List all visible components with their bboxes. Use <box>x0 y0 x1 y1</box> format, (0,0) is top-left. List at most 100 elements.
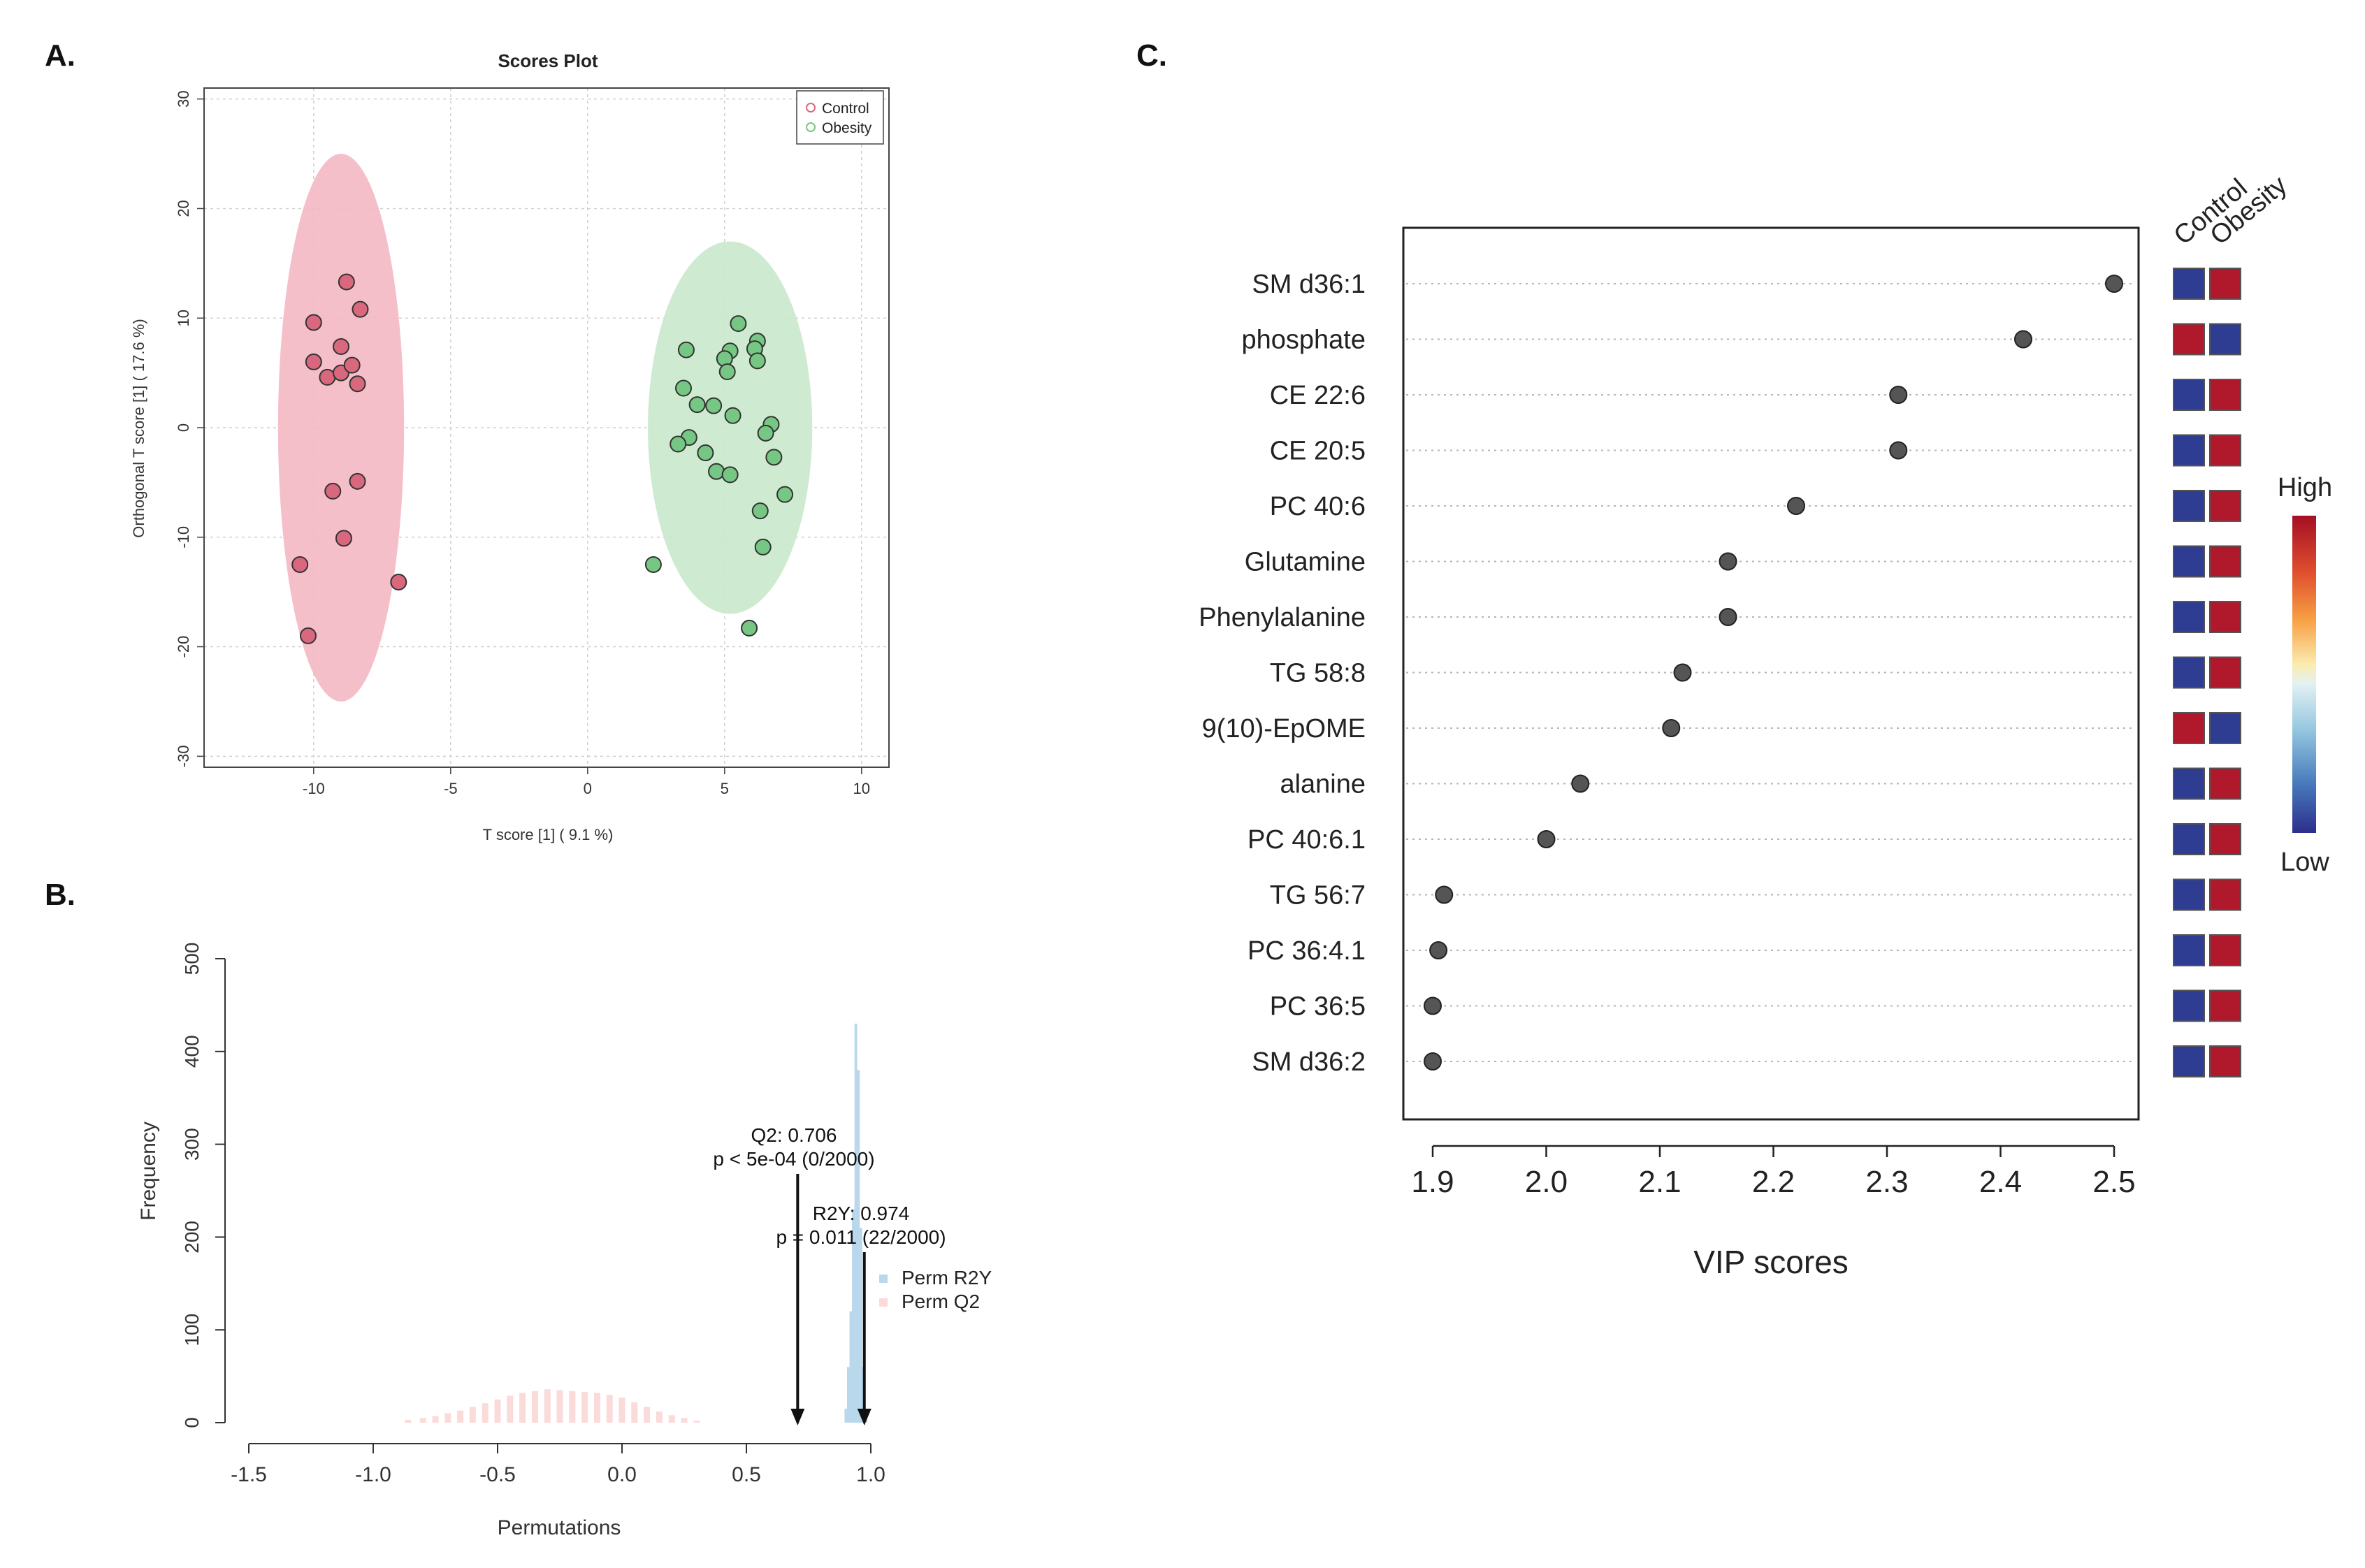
legend-label-perm-q2: Perm Q2 <box>902 1291 980 1312</box>
vip-row: CE 20:5 <box>1270 434 2241 467</box>
hist-bar-perm-q2 <box>444 1413 451 1423</box>
score-point-control <box>343 356 361 374</box>
vip-row: phosphate <box>1242 323 2241 356</box>
vip-row: alanine <box>1280 767 2241 800</box>
vip-point <box>1673 663 1692 682</box>
x-tick-label: 5 <box>721 780 729 797</box>
legend-marker-obesity <box>806 122 816 132</box>
r2y-arrowhead <box>857 1409 871 1425</box>
feature-label: Phenylalanine <box>1199 603 1366 632</box>
heat-cell-obesity <box>2209 767 2241 800</box>
vip-point <box>1889 441 1908 460</box>
score-point-obesity <box>677 341 695 358</box>
vip-point <box>2105 275 2123 293</box>
hist-bar-perm-q2 <box>606 1395 613 1423</box>
vip-row: Glutamine <box>1245 545 2241 578</box>
vip-row: SM d36:1 <box>1252 268 2241 300</box>
legend-label-perm-r2y: Perm R2Y <box>902 1267 992 1288</box>
heat-cell-obesity <box>2209 878 2241 911</box>
feature-label: PC 40:6 <box>1270 492 1366 521</box>
vip-x-axis: 1.9 2.0 2.1 2.2 2.3 2.4 2.5 <box>1411 1145 2136 1199</box>
score-point-obesity <box>705 397 723 414</box>
score-point-obesity <box>757 424 774 442</box>
feature-label: CE 22:6 <box>1270 381 1366 410</box>
heat-cell-obesity <box>2209 712 2241 744</box>
confidence-ellipses <box>277 154 813 702</box>
score-point-control <box>349 472 366 490</box>
vip-row: Phenylalanine <box>1199 601 2241 633</box>
vip-row: PC 40:6 <box>1270 490 2241 522</box>
heat-cell-obesity <box>2209 323 2241 356</box>
score-points <box>291 273 794 644</box>
q2-annotation-line1: Q2: 0.706 <box>751 1124 837 1146</box>
vip-scores-panel: SM d36:1 phosphate CE 22:6 CE 20:5 PC 40:6 Gl… <box>1199 170 2332 1280</box>
vip-point <box>1662 719 1681 737</box>
x-tick-label: 0.0 <box>607 1463 637 1486</box>
hist-bar-perm-r2y <box>859 1228 862 1423</box>
feature-label: CE 20:5 <box>1270 437 1366 466</box>
score-point-obesity <box>776 486 794 503</box>
vip-row: PC 40:6.1 <box>1247 823 2241 855</box>
vip-point <box>1889 386 1908 404</box>
feature-label: PC 36:4.1 <box>1247 936 1366 966</box>
heat-cell-control <box>2173 823 2205 855</box>
feature-label: SM d36:2 <box>1252 1047 1366 1077</box>
x-tick-label: 2.4 <box>1979 1165 2022 1199</box>
hist-bar-perm-r2y <box>854 1023 858 1423</box>
hist-bar-perm-q2 <box>419 1418 426 1423</box>
score-point-control <box>305 314 322 331</box>
feature-label: TG 56:7 <box>1270 881 1366 910</box>
colorbar-low-label: Low <box>2280 848 2329 877</box>
hist-bar-perm-q2 <box>556 1390 563 1423</box>
score-point-obesity <box>644 556 662 573</box>
heat-cell-control <box>2173 434 2205 467</box>
score-point-control <box>305 353 322 370</box>
x-tick-label: 2.3 <box>1865 1165 1908 1199</box>
hist-bar-perm-q2 <box>405 1420 412 1423</box>
y-tick-label: -30 <box>175 745 192 767</box>
vip-point <box>2014 330 2032 349</box>
y-tick-label: 0 <box>175 423 192 432</box>
x-tick-label: 1.0 <box>856 1463 885 1486</box>
permutation-x-label: Permutations <box>498 1516 621 1539</box>
vip-point <box>1571 774 1590 793</box>
scores-plot-x-label: T score [1] ( 9.1 %) <box>483 826 614 843</box>
x-tick-label: -1.0 <box>355 1463 391 1486</box>
vip-row: 9(10)-EpOME <box>1202 712 2241 744</box>
vip-point <box>1787 497 1805 515</box>
vip-point <box>1424 1052 1442 1070</box>
y-tick-label: 10 <box>175 310 192 326</box>
heat-cell-obesity <box>2209 490 2241 522</box>
score-point-control <box>338 273 355 291</box>
x-tick-label: 2.0 <box>1525 1165 1568 1199</box>
score-point-obesity <box>730 315 747 333</box>
vip-point <box>1719 608 1737 626</box>
scores-plot-legend: Control Obesity <box>796 90 884 145</box>
panel-label-a: A. <box>45 38 75 73</box>
feature-label: Glutamine <box>1245 548 1366 577</box>
hist-bar-perm-r2y <box>844 1409 848 1423</box>
vip-row: PC 36:5 <box>1270 989 2241 1022</box>
legend-label-obesity: Obesity <box>822 120 872 136</box>
permutation-y-label: Frequency <box>137 1121 160 1221</box>
y-tick-label: 200 <box>181 1221 203 1254</box>
vip-plot-frame <box>1402 226 2140 1121</box>
heat-cell-obesity <box>2209 545 2241 578</box>
hist-bar-perm-r2y <box>852 1209 855 1423</box>
score-point-control <box>299 627 317 644</box>
panel-label-c: C. <box>1136 38 1167 73</box>
legend-box <box>796 90 884 145</box>
heat-cell-control <box>2173 323 2205 356</box>
colorbar-gradient <box>2292 516 2316 833</box>
y-tick-label: 300 <box>181 1128 203 1161</box>
scores-plot-axes: -10 -5 0 5 10 -30 -20 -10 0 10 20 30 <box>175 87 890 797</box>
score-point-control <box>390 574 407 591</box>
x-tick-label: -5 <box>444 780 458 797</box>
hist-bar-perm-q2 <box>507 1395 514 1423</box>
heat-cell-obesity <box>2209 934 2241 966</box>
score-point-control <box>324 482 342 500</box>
y-tick-label: 500 <box>181 943 203 975</box>
score-point-obesity <box>708 463 725 480</box>
scores-plot-title: Scores Plot <box>498 50 598 71</box>
y-tick-label: -20 <box>175 636 192 658</box>
